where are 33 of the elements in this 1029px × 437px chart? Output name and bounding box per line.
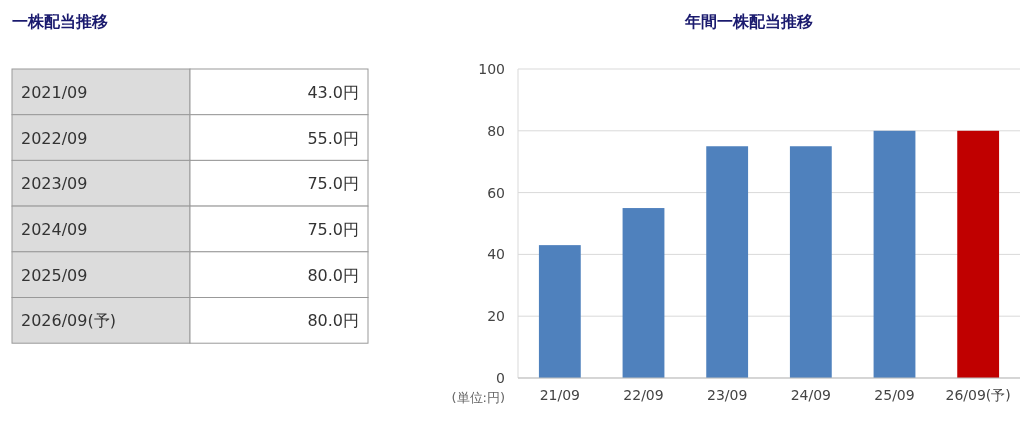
bar bbox=[538, 245, 581, 378]
bar bbox=[789, 146, 832, 378]
x-tick-label: 23/09 bbox=[706, 387, 748, 403]
category-label: 2023/09 bbox=[21, 174, 88, 194]
chart-title: 年間一株配当推移 bbox=[684, 12, 813, 31]
x-tick-label: 24/09 bbox=[790, 387, 832, 403]
category-label: 2022/09 bbox=[21, 128, 88, 148]
bar bbox=[873, 130, 916, 378]
x-tick-label: 21/09 bbox=[539, 387, 581, 403]
data-label: 55.0円 bbox=[307, 128, 359, 148]
bar bbox=[622, 208, 665, 378]
y-tick-label: 20 bbox=[487, 308, 505, 325]
category-label: 2026/09(予) bbox=[21, 311, 116, 331]
data-label: 75.0円 bbox=[307, 219, 359, 239]
data-label: 80.0円 bbox=[307, 265, 359, 285]
category-label: 2025/09 bbox=[21, 265, 88, 285]
y-tick-label: 80 bbox=[487, 122, 505, 139]
x-tick-label: 22/09 bbox=[623, 387, 664, 403]
y-axis-title: (単位:円) bbox=[451, 390, 505, 405]
x-tick-label: 25/09 bbox=[874, 387, 915, 403]
y-tick-label: 60 bbox=[487, 184, 505, 201]
x-tick-label: 26/09(予) bbox=[945, 387, 1011, 403]
bar bbox=[706, 146, 749, 378]
bar bbox=[957, 130, 1000, 378]
text: 一株配当推移 bbox=[12, 12, 108, 31]
y-tick-label: 100 bbox=[478, 61, 505, 77]
category-label: 2021/09 bbox=[21, 82, 88, 102]
category-label: 2024/09 bbox=[21, 219, 88, 239]
y-tick-label: 0 bbox=[496, 370, 505, 386]
data-label: 43.0円 bbox=[307, 82, 359, 102]
data-label: 80.0円 bbox=[307, 311, 359, 331]
data-label: 75.0円 bbox=[307, 174, 359, 194]
y-tick-label: 40 bbox=[487, 246, 505, 263]
